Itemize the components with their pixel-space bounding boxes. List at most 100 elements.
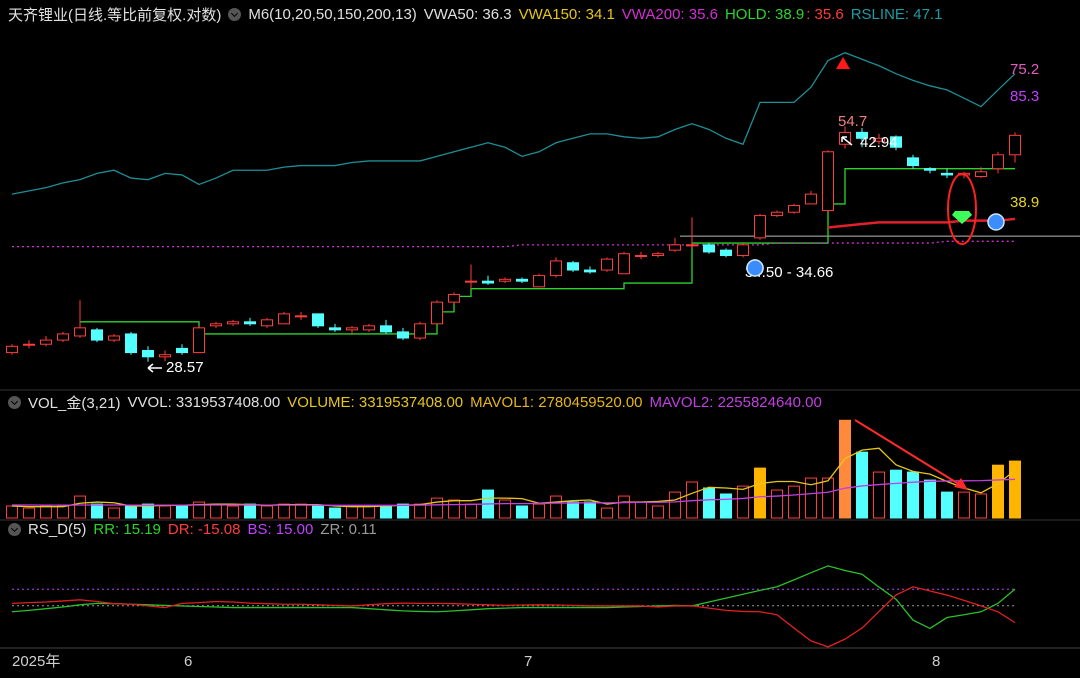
candle-body — [142, 349, 154, 358]
candle-body — [227, 321, 239, 325]
volume-bar — [499, 499, 511, 519]
signal-triangle — [836, 57, 850, 69]
candle-body — [312, 313, 324, 327]
annotation: 54.7 — [838, 113, 867, 130]
candle-body — [550, 260, 562, 277]
volume-bar — [652, 505, 664, 519]
legend-item: VOLUME: 3319537408.00 — [287, 394, 464, 411]
legend-item: VWA50: 36.3 — [423, 6, 512, 23]
volume-bar — [295, 503, 307, 519]
candle-body — [720, 249, 732, 257]
legend-item: MAVOL2: 2255824640.00 — [649, 394, 822, 411]
volume-bar — [125, 505, 137, 519]
volume-bar — [108, 507, 120, 519]
series-line — [12, 240, 1015, 248]
candle-body — [754, 215, 766, 239]
plot-area — [6, 52, 1080, 648]
volume-bar — [159, 505, 171, 519]
signal-diamond — [952, 211, 972, 224]
candle-body — [397, 331, 409, 339]
volume-bar — [720, 493, 732, 519]
volume-bar — [958, 491, 970, 519]
candle-body — [499, 278, 511, 282]
candle-body — [805, 193, 817, 205]
candle-body — [465, 280, 477, 283]
candle-body — [108, 335, 120, 341]
annotation-high: 42.94 — [860, 134, 898, 151]
candle-body — [414, 323, 426, 339]
volume-bar — [397, 503, 409, 519]
candle-body — [91, 329, 103, 341]
candle-body — [176, 347, 188, 354]
annotation-hold: 38.9 — [1010, 194, 1039, 211]
volume-bar — [618, 495, 630, 519]
candle-body — [6, 345, 18, 354]
volume-bar — [1009, 460, 1021, 519]
high-arrow — [841, 136, 853, 146]
legend-toggle[interactable] — [8, 396, 21, 409]
volume-bar — [57, 505, 69, 519]
annotation-rs: 75.2 — [1010, 61, 1039, 78]
legend-item: 天齐锂业(日线.等比前复权.对数) — [8, 7, 222, 24]
volume-bar — [516, 505, 528, 519]
candle-body — [601, 258, 613, 271]
candle-body — [737, 244, 749, 257]
candle-body — [924, 168, 936, 171]
series-line — [11, 52, 1016, 195]
volume-bar — [142, 503, 154, 519]
legend-volume: VOL_金(3,21) VVOL: 3319537408.00 VOLUME: … — [8, 392, 822, 413]
candle-body — [533, 275, 545, 288]
volume-bar — [363, 505, 375, 519]
signal-ball — [987, 213, 1005, 231]
volume-bar — [40, 505, 52, 519]
candle-body — [788, 205, 800, 213]
annotation-rs: 85.3 — [1010, 88, 1039, 105]
candle-body — [907, 157, 919, 167]
legend-rs: RS_D(5) RR: 15.19 DR: -15.08 BS: 15.00 Z… — [8, 521, 377, 538]
legend-item: MAVOL1: 2780459520.00 — [470, 394, 643, 411]
volume-bar — [244, 503, 256, 519]
legend-item: BS: 15.00 — [247, 521, 314, 538]
candle-body — [975, 171, 987, 177]
volume-bar — [329, 507, 341, 519]
volume-bar — [278, 503, 290, 519]
volume-bar — [533, 503, 545, 519]
candle-body — [839, 131, 851, 145]
x-tick-label: 2025年 — [12, 653, 60, 670]
candle-body — [992, 154, 1004, 170]
candle-body — [23, 343, 35, 346]
volume-bar — [703, 487, 715, 519]
candle-body — [448, 293, 460, 303]
volume-bar — [380, 505, 392, 519]
legend-item: M6(10,20,50,150,200,13) — [248, 6, 417, 23]
candle-body — [635, 255, 647, 258]
candle-body — [346, 327, 358, 331]
volume-bar — [601, 507, 613, 519]
volume-bar — [737, 485, 749, 519]
volume-bar — [839, 419, 851, 519]
volume-bar — [448, 499, 460, 519]
legend-toggle[interactable] — [8, 523, 21, 536]
candle-body — [74, 327, 86, 337]
volume-bar — [669, 491, 681, 519]
legend-price: 天齐锂业(日线.等比前复权.对数) M6(10,20,50,150,200,13… — [8, 4, 942, 25]
legend-toggle[interactable] — [228, 8, 242, 21]
trend-arrowhead — [954, 478, 968, 490]
candle-body — [193, 327, 205, 354]
volume-bar — [567, 501, 579, 519]
legend-item: VWA200: 35.6 — [621, 6, 718, 23]
candle-body — [822, 151, 834, 212]
volume-bar — [771, 489, 783, 519]
x-tick-label: 8 — [932, 653, 940, 670]
series-line — [11, 565, 1016, 630]
candle-body — [295, 315, 307, 318]
volume-bar — [23, 507, 35, 519]
annotation-low: 28.57 — [166, 359, 204, 376]
legend-item: RS_D(5) — [28, 521, 87, 538]
candle-body — [329, 327, 341, 331]
candle-body — [125, 333, 137, 354]
volume-bar — [431, 497, 443, 519]
candle-body — [159, 354, 171, 358]
candle-body — [703, 244, 715, 253]
annotation-range: 34.50 - 34.66 — [745, 264, 833, 281]
